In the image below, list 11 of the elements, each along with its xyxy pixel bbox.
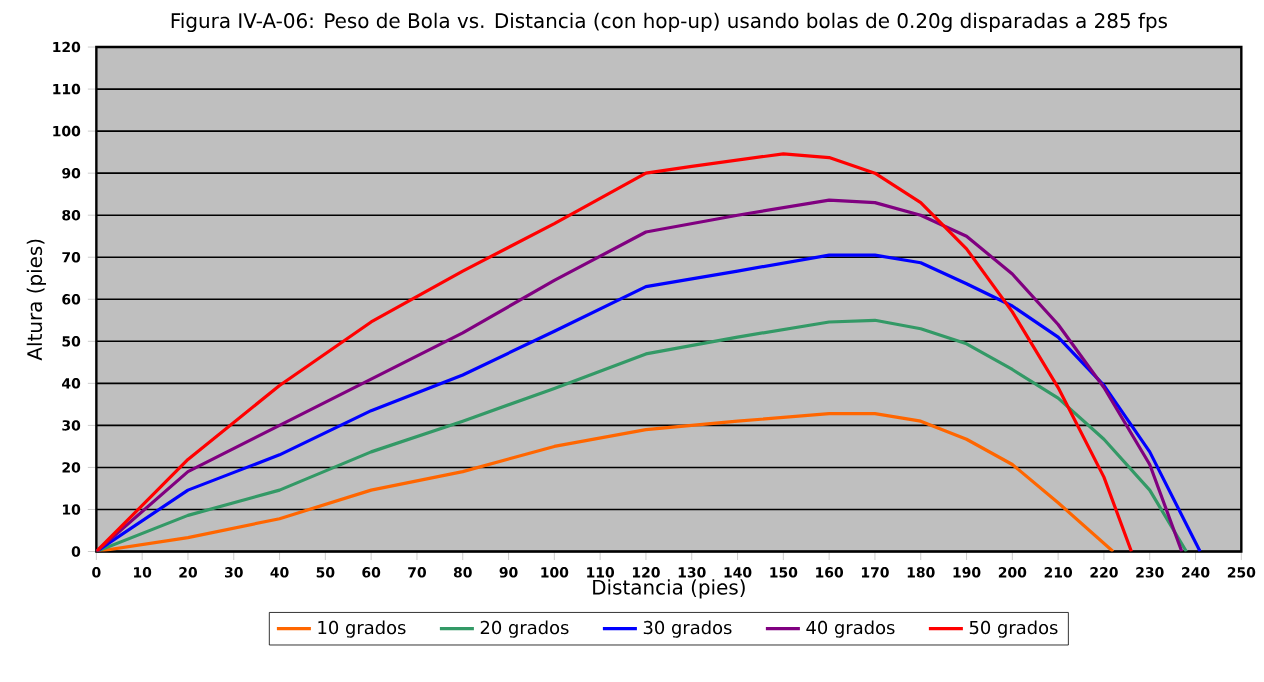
x-axis-title: Distancia (pies) xyxy=(593,579,745,599)
y-axis-title: Altura (pies) xyxy=(26,239,47,361)
legend-label: 30 grados xyxy=(643,620,732,638)
chart-title: Figura IV-A-06: Peso de Bola vs. Distancia (con hop-up) usando bolas de 0.20g disparadas a 285 fps xyxy=(171,12,1167,33)
line-series xyxy=(96,318,1188,552)
legend-label: 10 grados xyxy=(318,620,406,638)
legend-label: 40 grados xyxy=(806,620,895,638)
line-series xyxy=(96,152,1134,552)
legend-label: 20 grados xyxy=(480,620,569,638)
legend-label: 50 grados xyxy=(969,620,1058,638)
line-series xyxy=(96,253,1202,552)
